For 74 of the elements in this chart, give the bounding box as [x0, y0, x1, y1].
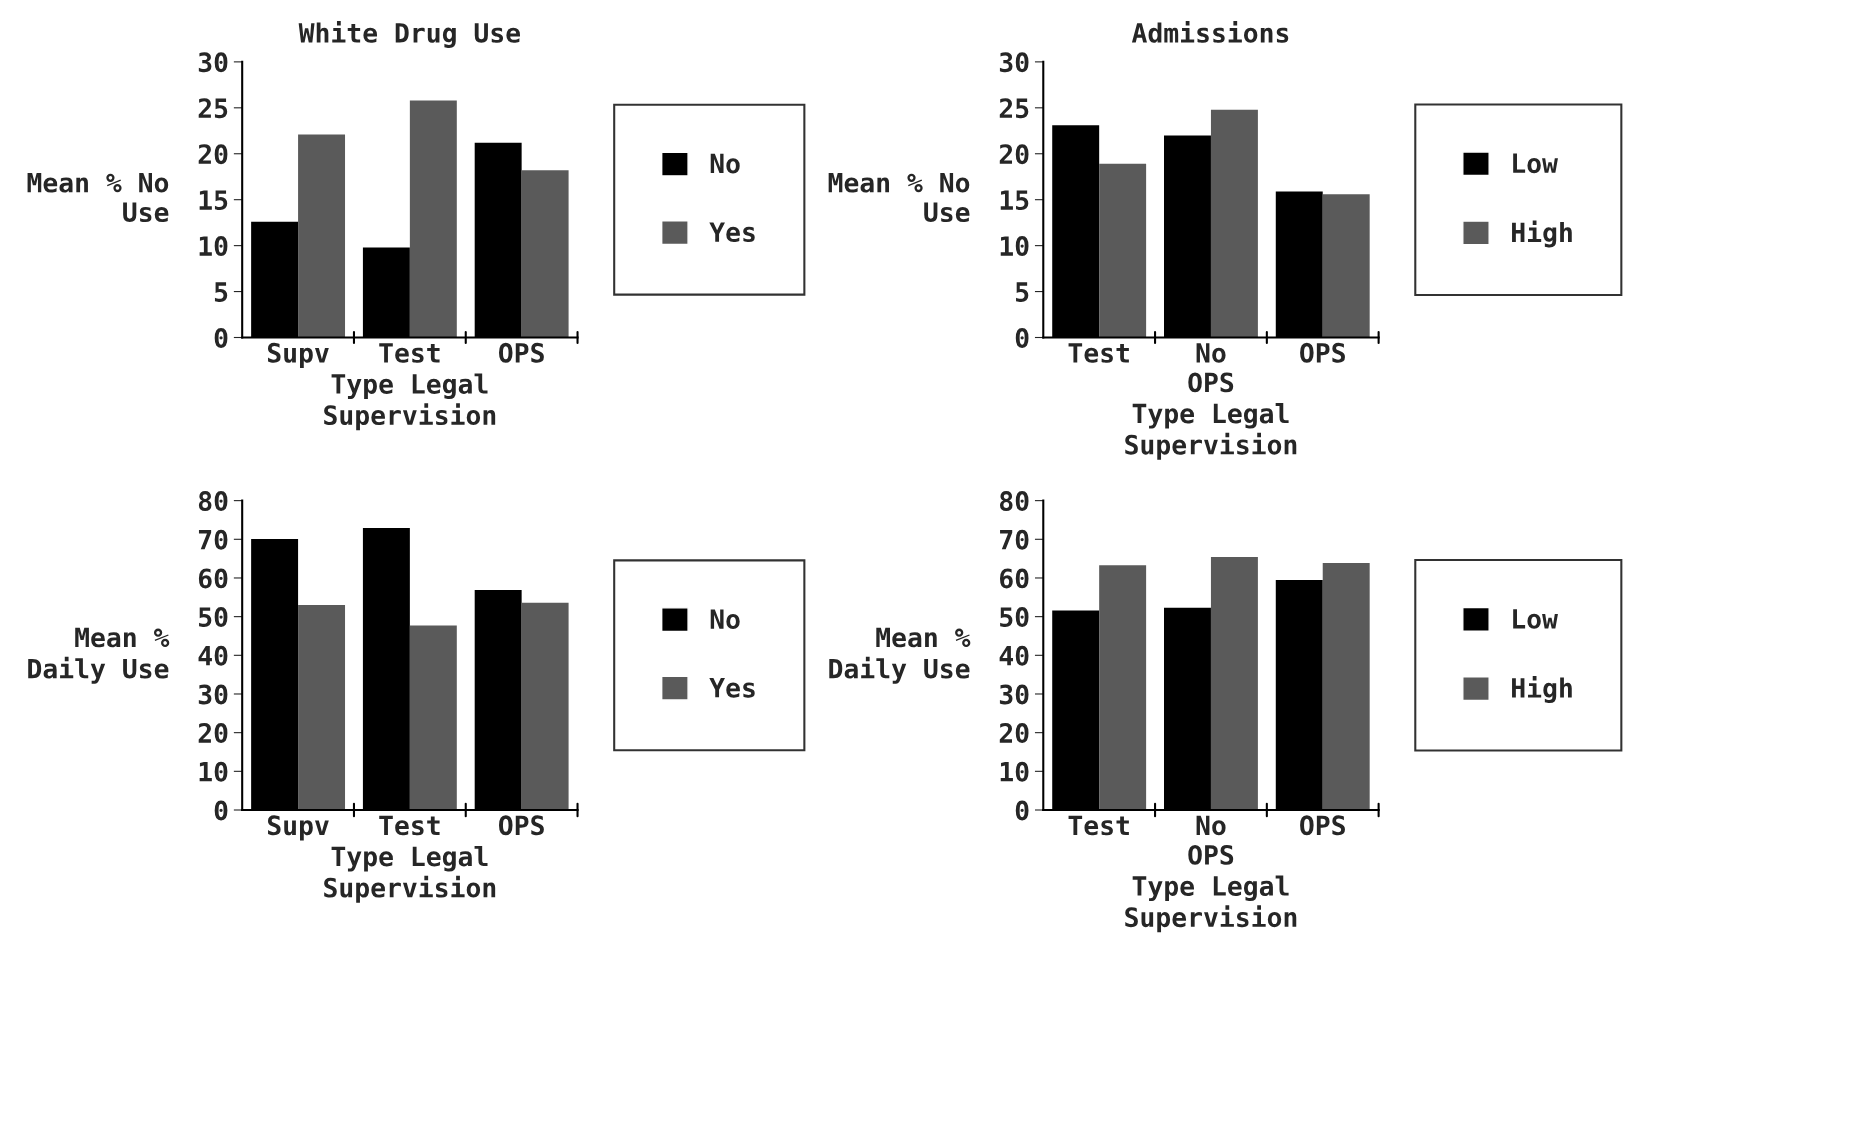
legend-label: Yes	[709, 222, 755, 243]
y-tick-label: 20	[198, 144, 228, 165]
legend-label: No	[710, 609, 740, 630]
y-tick-label: 10	[199, 761, 228, 782]
bar	[1099, 565, 1147, 810]
legend-label: Low	[1513, 609, 1558, 629]
y-tick-label: 0	[214, 800, 228, 821]
x-axis-title: Type Legal Supervision	[324, 845, 496, 903]
y-tick-label: 0	[1015, 327, 1029, 348]
y-tick-label: 5	[1016, 282, 1029, 302]
x-axis-title: Type Legal Supervision	[1125, 875, 1297, 933]
y-tick-label: 80	[198, 491, 228, 512]
x-tick-label: OPS	[1300, 815, 1345, 836]
y-tick-label: 10	[1000, 761, 1029, 782]
y-axis-title: Mean % Daily Use	[28, 627, 170, 684]
bar	[298, 134, 346, 338]
x-tick-label: Test	[1068, 343, 1129, 363]
y-axis-title: Mean % Daily Use	[829, 627, 971, 684]
x-tick-label: Test	[379, 343, 440, 363]
y-tick-label: 50	[1000, 607, 1029, 628]
y-tick-label: 5	[214, 282, 228, 302]
y-tick-label: 30	[198, 684, 228, 705]
x-tick-label: Supv	[267, 815, 329, 841]
y-axis-title: Mean % No Use	[828, 172, 970, 223]
y-tick-label: 15	[1000, 190, 1029, 211]
y-tick-label: 0	[214, 327, 228, 348]
y-tick-label: 10	[1000, 236, 1029, 257]
y-tick-label: 70	[1000, 529, 1029, 550]
x-tick-label: OPS	[499, 342, 544, 363]
y-tick-label: 80	[999, 491, 1029, 512]
bar	[409, 625, 457, 810]
y-tick-label: 10	[199, 236, 228, 257]
y-tick-label: 40	[999, 645, 1029, 666]
x-axis-title: Type Legal Supervision	[324, 373, 496, 431]
bar	[1322, 562, 1370, 810]
bar	[1210, 557, 1258, 810]
chart-title: Admissions	[1131, 20, 1289, 43]
bar	[298, 605, 346, 810]
y-tick-label: 25	[198, 98, 228, 119]
y-tick-label: 20	[999, 144, 1029, 165]
y-tick-label: 50	[199, 607, 228, 628]
legend-label: Yes	[709, 678, 755, 698]
x-tick-label: Test	[1068, 815, 1129, 836]
bar	[1099, 163, 1147, 338]
x-axis-title: Type Legal Supervision	[1125, 403, 1297, 460]
y-tick-label: 40	[198, 645, 228, 666]
x-tick-label: OPS	[1300, 342, 1345, 363]
legend-label: High	[1512, 220, 1572, 248]
y-tick-label: 60	[1000, 568, 1029, 589]
legend-label: High	[1512, 676, 1572, 704]
legend-label: Low	[1513, 153, 1558, 174]
y-tick-label: 30	[999, 52, 1029, 73]
y-tick-label: 60	[198, 568, 228, 589]
x-tick-label: OPS	[499, 815, 544, 836]
x-tick-label: Test	[379, 815, 440, 836]
x-tick-label: No OPS	[1188, 343, 1234, 393]
bar	[521, 602, 569, 810]
chart-title: White Drug Use	[298, 20, 520, 48]
y-tick-label: 30	[999, 684, 1029, 705]
y-tick-label: 70	[198, 529, 228, 550]
y-tick-label: 25	[999, 98, 1029, 119]
bar	[1322, 194, 1370, 338]
y-tick-label: 20	[999, 723, 1029, 744]
x-tick-label: No OPS	[1188, 815, 1234, 865]
bar	[409, 100, 457, 338]
y-tick-label: 15	[199, 190, 228, 211]
x-tick-label: Supv	[267, 342, 329, 368]
y-tick-label: 20	[198, 723, 228, 744]
bar	[521, 170, 569, 338]
legend-label: No	[710, 153, 740, 174]
y-tick-label: 0	[1015, 800, 1029, 821]
y-tick-label: 30	[198, 52, 228, 73]
y-axis-title: Mean % No Use	[27, 172, 169, 223]
bar	[1210, 109, 1258, 338]
